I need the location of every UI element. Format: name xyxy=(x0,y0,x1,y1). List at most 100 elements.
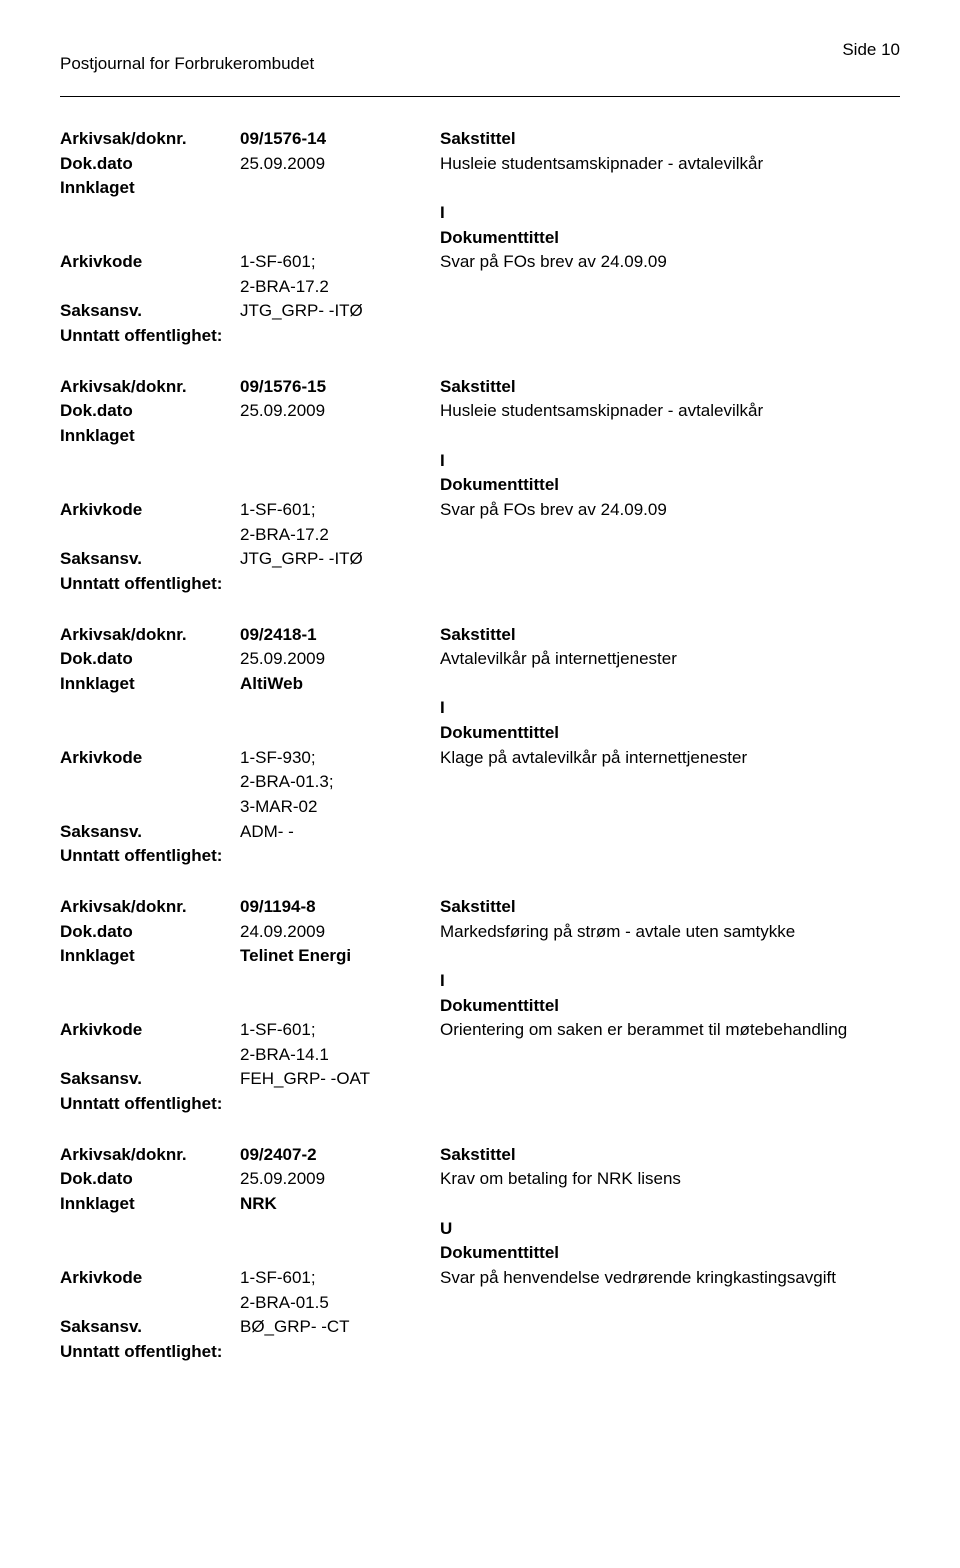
spacer xyxy=(440,820,900,845)
spacer xyxy=(60,770,240,795)
spacer xyxy=(60,721,240,746)
value-arkivkode-line: 1-SF-601; xyxy=(240,1266,440,1291)
label-arkivkode: Arkivkode xyxy=(60,1266,240,1291)
label-arkivkode: Arkivkode xyxy=(60,746,240,771)
label-arkivsak: Arkivsak/doknr. xyxy=(60,375,240,400)
label-sakstittel: Sakstittel xyxy=(440,375,900,400)
value-doknr: 09/1576-14 xyxy=(240,127,440,152)
spacer xyxy=(60,275,240,300)
value-innklaget xyxy=(240,424,440,449)
value-saksansv: BØ_GRP- -CT xyxy=(240,1315,440,1340)
label-dokdato: Dok.dato xyxy=(60,647,240,672)
spacer xyxy=(60,1043,240,1068)
label-innklaget: Innklaget xyxy=(60,672,240,697)
label-dokdato: Dok.dato xyxy=(60,1167,240,1192)
value-dokdato: 25.09.2009 xyxy=(240,152,440,177)
spacer xyxy=(60,696,240,721)
spacer xyxy=(60,449,240,474)
value-dokdato: 25.09.2009 xyxy=(240,399,440,424)
spacer xyxy=(440,672,900,697)
spacer xyxy=(440,1192,900,1217)
value-arkivkode-line: 1-SF-601; xyxy=(240,1018,440,1043)
spacer xyxy=(440,1291,900,1316)
page-header: Postjournal for Forbrukerombudet Side 10 xyxy=(60,40,900,97)
label-saksansv: Saksansv. xyxy=(60,299,240,324)
spacer xyxy=(440,275,900,300)
value-arkivkode-line: 2-BRA-01.5 xyxy=(240,1291,440,1316)
value-type-letter: I xyxy=(440,449,900,474)
label-sakstittel: Sakstittel xyxy=(440,1143,900,1168)
value-arkivkode-line: 2-BRA-17.2 xyxy=(240,275,440,300)
label-dokdato: Dok.dato xyxy=(60,399,240,424)
label-dokumenttittel: Dokumenttittel xyxy=(440,1241,900,1266)
spacer xyxy=(240,994,440,1019)
spacer xyxy=(440,523,900,548)
spacer xyxy=(440,770,900,795)
entries-container: Arkivsak/doknr. 09/1576-14 Sakstittel Dok.d… xyxy=(60,127,900,1364)
value-sakstittel: Krav om betaling for NRK lisens xyxy=(440,1167,900,1192)
value-saksansv: JTG_GRP- -ITØ xyxy=(240,299,440,324)
label-innklaget: Innklaget xyxy=(60,176,240,201)
spacer xyxy=(240,1241,440,1266)
value-saksansv: ADM- - xyxy=(240,820,440,845)
spacer xyxy=(440,1067,900,1092)
label-saksansv: Saksansv. xyxy=(60,547,240,572)
spacer xyxy=(240,449,440,474)
label-dokumenttittel: Dokumenttittel xyxy=(440,994,900,1019)
label-unntatt: Unntatt offentlighet: xyxy=(60,572,222,597)
spacer xyxy=(240,696,440,721)
value-sakstittel: Husleie studentsamskipnader - avtalevilk… xyxy=(440,152,900,177)
value-doknr: 09/2418-1 xyxy=(240,623,440,648)
label-dokumenttittel: Dokumenttittel xyxy=(440,721,900,746)
value-arkivkode-line: 2-BRA-17.2 xyxy=(240,523,440,548)
spacer xyxy=(440,299,900,324)
journal-entry: Arkivsak/doknr.09/2418-1SakstittelDok.da… xyxy=(60,623,900,869)
spacer xyxy=(60,1241,240,1266)
label-dokumenttittel: Dokumenttittel xyxy=(440,226,900,251)
value-innklaget: Telinet Energi xyxy=(240,944,440,969)
value-type-letter: I xyxy=(440,201,900,226)
value-arkivkode-line: 2-BRA-14.1 xyxy=(240,1043,440,1068)
label-saksansv: Saksansv. xyxy=(60,820,240,845)
spacer xyxy=(240,969,440,994)
label-dokumenttittel: Dokumenttittel xyxy=(440,473,900,498)
value-sakstittel: Avtalevilkår på internettjenester xyxy=(440,647,900,672)
label-innklaget: Innklaget xyxy=(60,1192,240,1217)
value-innklaget: AltiWeb xyxy=(240,672,440,697)
spacer xyxy=(440,176,900,201)
value-doknr: 09/1576-15 xyxy=(240,375,440,400)
spacer xyxy=(240,226,440,251)
spacer xyxy=(440,795,900,820)
label-unntatt: Unntatt offentlighet: xyxy=(60,324,222,349)
spacer xyxy=(240,1217,440,1242)
journal-entry: Arkivsak/doknr.09/1576-15Sakstittel Dok.d… xyxy=(60,375,900,597)
spacer xyxy=(60,795,240,820)
spacer xyxy=(60,994,240,1019)
label-unntatt: Unntatt offentlighet: xyxy=(60,1340,222,1365)
value-innklaget: NRK xyxy=(240,1192,440,1217)
value-arkivkode-line: 1-SF-601; xyxy=(240,498,440,523)
value-arkivkode-line: 2-BRA-01.3; xyxy=(240,770,440,795)
spacer xyxy=(440,1315,900,1340)
value-saksansv: FEH_GRP- -OAT xyxy=(240,1067,440,1092)
spacer xyxy=(440,944,900,969)
spacer xyxy=(440,547,900,572)
journal-title: Postjournal for Forbrukerombudet xyxy=(60,54,314,74)
value-type-letter: I xyxy=(440,696,900,721)
label-saksansv: Saksansv. xyxy=(60,1315,240,1340)
value-sakstittel: Husleie studentsamskipnader - avtalevilk… xyxy=(440,399,900,424)
value-dokumenttittel: Svar på henvendelse vedrørende kringkast… xyxy=(440,1266,900,1291)
value-dokumenttittel: Svar på FOs brev av 24.09.09 xyxy=(440,498,900,523)
spacer xyxy=(240,201,440,226)
label-arkivkode: Arkivkode xyxy=(60,1018,240,1043)
spacer xyxy=(60,201,240,226)
label-unntatt: Unntatt offentlighet: xyxy=(60,844,222,869)
journal-entry: Arkivsak/doknr.09/1576-14SakstittelDok.d… xyxy=(60,127,900,349)
value-dokdato: 25.09.2009 xyxy=(240,1167,440,1192)
value-arkivkode-line: 1-SF-930; xyxy=(240,746,440,771)
value-saksansv: JTG_GRP- -ITØ xyxy=(240,547,440,572)
journal-entry: Arkivsak/doknr.09/1194-8SakstittelDok.da… xyxy=(60,895,900,1117)
spacer xyxy=(60,969,240,994)
value-dokumenttittel: Orientering om saken er berammet til møt… xyxy=(440,1018,900,1043)
page-number: Side 10 xyxy=(842,40,900,60)
